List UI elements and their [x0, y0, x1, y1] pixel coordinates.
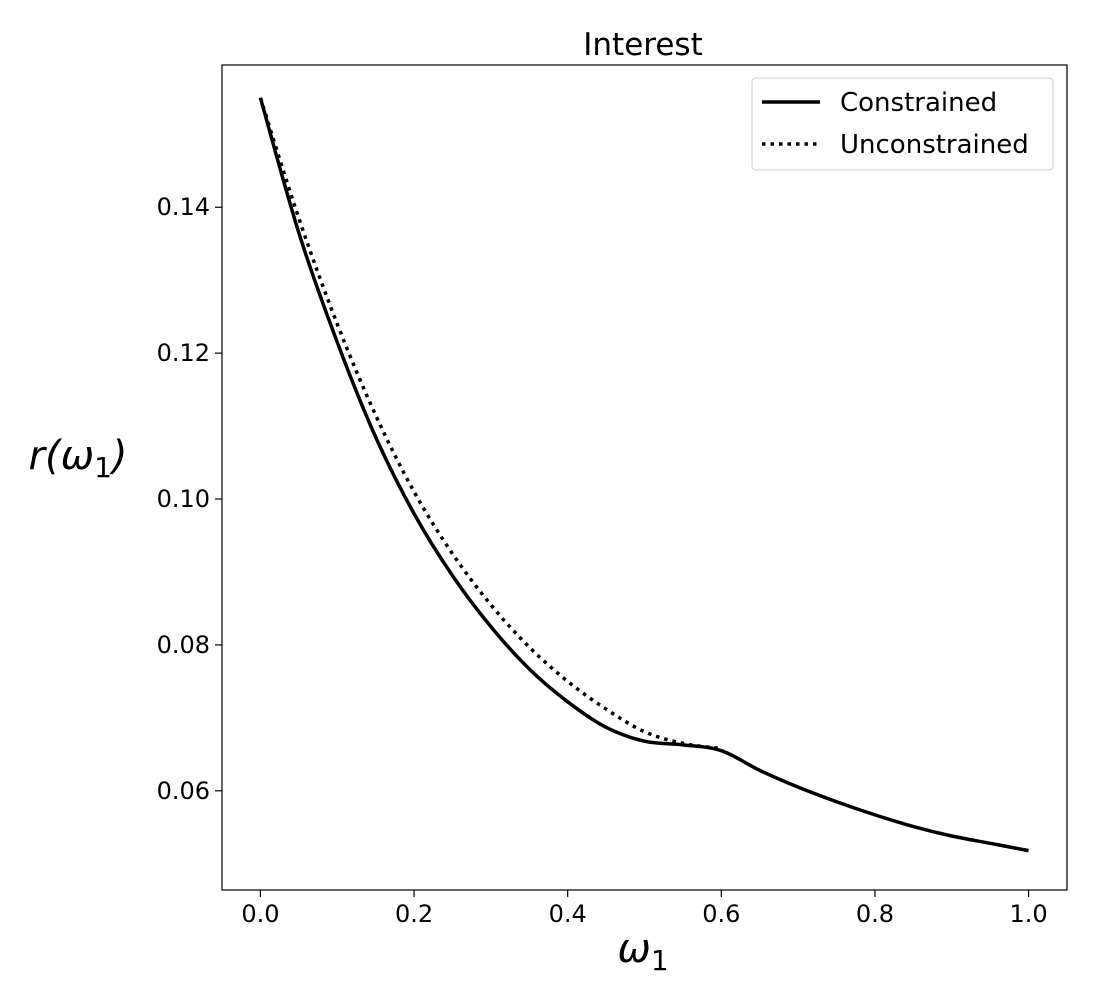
x-tick-label: 0.6 [702, 900, 740, 928]
y-tick-label: 0.06 [157, 777, 210, 805]
x-tick-label: 0.2 [395, 900, 433, 928]
legend-box [751, 77, 1054, 171]
series-line-unconstrained [258, 97, 722, 751]
x-tick-label: 0.4 [549, 900, 587, 928]
y-tick-label: 0.12 [157, 339, 210, 367]
y-tick-label: 0.08 [157, 631, 210, 659]
x-tick-label: 1.0 [1010, 900, 1048, 928]
y-tick-label: 0.14 [157, 193, 210, 221]
x-axis-label: ω1 [617, 926, 668, 977]
y-axis: 0.06 0.08 0.10 0.12 0.14 [157, 193, 222, 805]
x-tick-label: 0.0 [241, 900, 279, 928]
legend: Constrained Unconstrained [751, 77, 1054, 171]
y-axis-label: r(ω1) [29, 433, 128, 484]
x-tick-label: 0.8 [856, 900, 894, 928]
x-axis: 0.0 0.2 0.4 0.6 0.8 1.0 [241, 890, 1048, 928]
plot-frame [221, 64, 1068, 891]
chart-title: Interest [583, 27, 702, 63]
series-layer [258, 97, 1029, 853]
y-tick-label: 0.10 [157, 485, 210, 513]
legend-label-constrained: Constrained [840, 88, 997, 118]
series-line-constrained [258, 97, 1029, 853]
legend-label-unconstrained: Unconstrained [840, 130, 1029, 160]
